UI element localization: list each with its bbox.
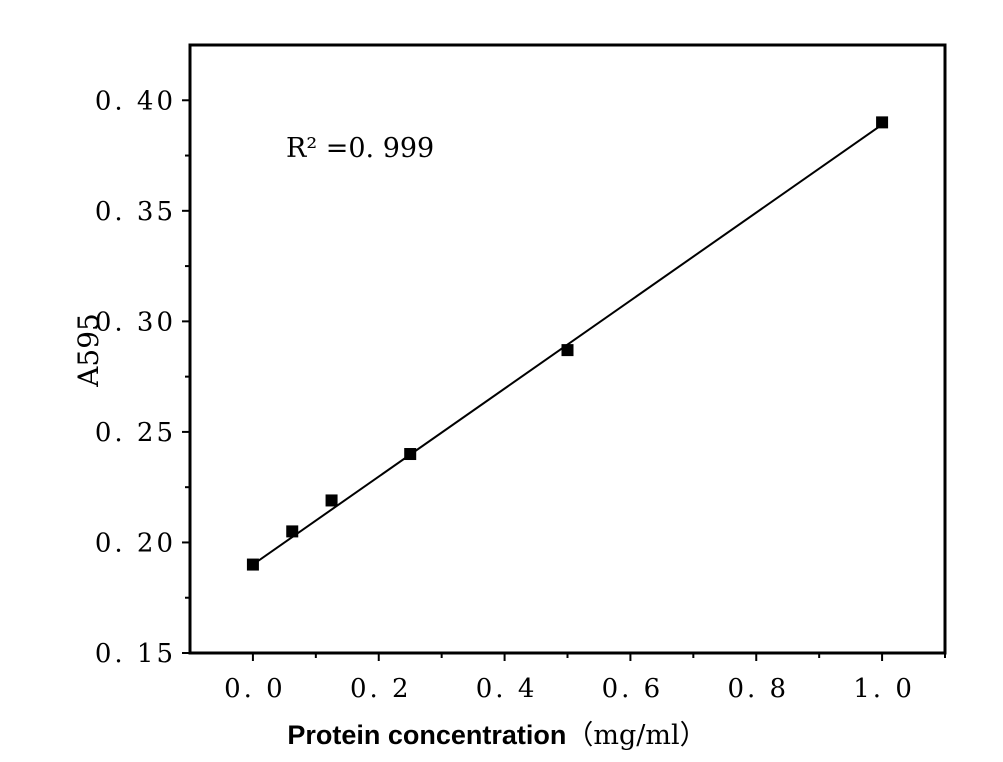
x-tick-label: 0. 4	[476, 674, 538, 704]
data-point	[246, 558, 259, 571]
y-axis-ticks: 0. 15 0. 20 0. 25 0. 30 0. 35 0. 40	[95, 86, 190, 669]
x-tick-label: 1. 0	[853, 674, 915, 704]
y-tick-label: 0. 20	[95, 528, 176, 558]
data-point	[404, 448, 417, 461]
data-points	[246, 116, 889, 571]
x-tick-label: 0. 0	[224, 674, 286, 704]
x-axis-ticks: 0. 0 0. 2 0. 4 0. 6 0. 8 1. 0	[224, 653, 946, 704]
annotation-r2: R² =0. 999	[286, 133, 434, 164]
y-tick-label: 0. 35	[95, 197, 176, 227]
data-point	[325, 494, 338, 507]
x-tick-label: 0. 8	[727, 674, 789, 704]
y-tick-label: 0. 30	[95, 307, 176, 337]
x-tick-label: 0. 6	[602, 674, 664, 704]
data-point	[286, 525, 299, 538]
x-tick-label: 0. 2	[350, 674, 412, 704]
x-axis-label-text: Protein concentration	[287, 720, 566, 750]
data-point	[876, 116, 889, 129]
y-tick-label: 0. 15	[95, 639, 176, 669]
x-axis-label-unit: （mg/ml）	[566, 720, 706, 751]
y-axis-label: A595	[72, 313, 105, 388]
data-point	[561, 344, 574, 357]
y-tick-label: 0. 25	[95, 418, 176, 448]
x-axis-label: Protein concentration（mg/ml）	[287, 720, 706, 751]
y-tick-label: 0. 40	[95, 86, 176, 116]
